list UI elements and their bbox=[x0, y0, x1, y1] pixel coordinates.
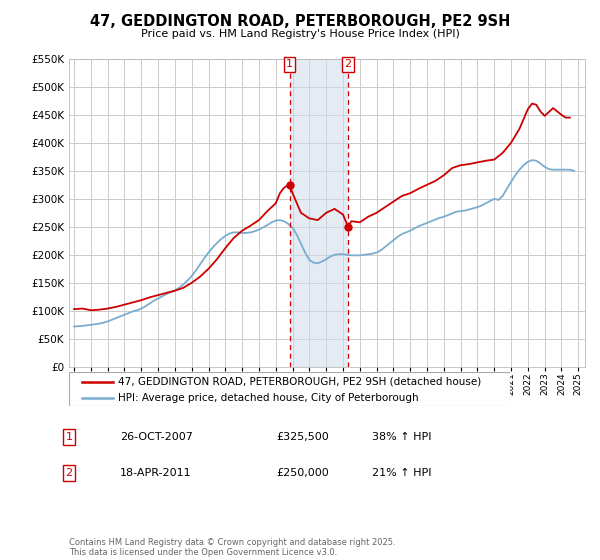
Text: Contains HM Land Registry data © Crown copyright and database right 2025.
This d: Contains HM Land Registry data © Crown c… bbox=[69, 538, 395, 557]
Text: HPI: Average price, detached house, City of Peterborough: HPI: Average price, detached house, City… bbox=[118, 393, 418, 403]
Text: 47, GEDDINGTON ROAD, PETERBOROUGH, PE2 9SH: 47, GEDDINGTON ROAD, PETERBOROUGH, PE2 9… bbox=[90, 14, 510, 29]
Text: Price paid vs. HM Land Registry's House Price Index (HPI): Price paid vs. HM Land Registry's House … bbox=[140, 29, 460, 39]
Text: 1: 1 bbox=[65, 432, 73, 442]
Text: 18-APR-2011: 18-APR-2011 bbox=[120, 468, 191, 478]
Text: 2: 2 bbox=[65, 468, 73, 478]
Text: 38% ↑ HPI: 38% ↑ HPI bbox=[372, 432, 431, 442]
Text: 2: 2 bbox=[344, 59, 352, 69]
Bar bbox=[290, 59, 348, 367]
Text: 1: 1 bbox=[286, 59, 293, 69]
Text: £325,500: £325,500 bbox=[276, 432, 329, 442]
Text: 47, GEDDINGTON ROAD, PETERBOROUGH, PE2 9SH (detached house): 47, GEDDINGTON ROAD, PETERBOROUGH, PE2 9… bbox=[118, 377, 481, 387]
Text: 26-OCT-2007: 26-OCT-2007 bbox=[120, 432, 193, 442]
Text: £250,000: £250,000 bbox=[276, 468, 329, 478]
Text: 21% ↑ HPI: 21% ↑ HPI bbox=[372, 468, 431, 478]
